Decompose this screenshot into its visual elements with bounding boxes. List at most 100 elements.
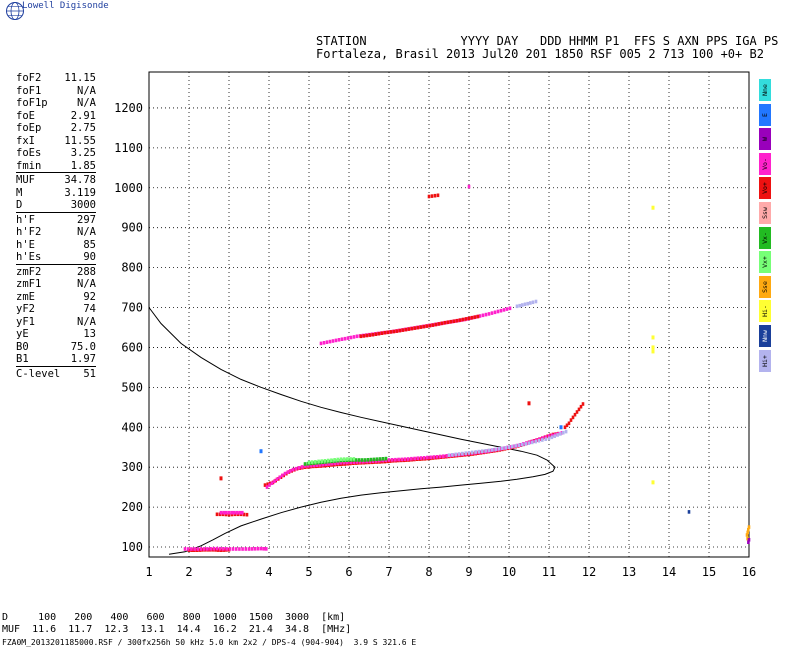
param-value: N/A [77, 226, 96, 238]
polarization-legend: Nne E W Vo- Vo+ Ssw Vx- Vx+ Sse Hi- Nnw Hi+ [759, 79, 771, 374]
param-name: h'Es [16, 251, 42, 263]
echo-point [327, 462, 331, 466]
param-row: yF1 N/A [16, 316, 96, 329]
echo-point [374, 332, 378, 336]
echo-point [534, 439, 537, 444]
echo-point [575, 410, 579, 414]
echo-point [438, 454, 442, 459]
legend-swatch: Vx+ [759, 251, 771, 274]
echo-point [512, 444, 516, 449]
echo-point [375, 457, 379, 461]
echo-point [478, 314, 482, 318]
echo-point [437, 322, 441, 326]
echo-point [321, 462, 325, 467]
param-name: foF1p [16, 97, 48, 109]
echo-point [206, 547, 209, 551]
echo-point [687, 510, 691, 514]
param-row: zmF2 288 [16, 266, 96, 279]
echo-point [651, 335, 655, 340]
echo-point [331, 339, 335, 343]
param-name: h'F [16, 213, 35, 226]
legend-swatch: Nnw [759, 324, 771, 347]
param-name: M [16, 186, 23, 199]
echo-point [354, 458, 358, 462]
legend-swatch: Nne [759, 79, 771, 101]
echo-point [238, 510, 241, 515]
x-tick-label: 3 [225, 565, 232, 579]
echo-point [323, 459, 327, 463]
param-value: 288 [77, 265, 96, 278]
echo-point [259, 449, 263, 454]
echo-point [312, 463, 316, 468]
echo-point [270, 481, 274, 485]
param-row: fxI 11.55 [16, 135, 96, 148]
param-row: h'E 85 [16, 239, 96, 252]
legend-label: Vo+ [761, 182, 769, 195]
param-name: fxI [16, 134, 35, 147]
echo-point [651, 345, 655, 350]
echo-point [410, 456, 413, 461]
echo-point [419, 456, 423, 460]
echo-point [524, 442, 527, 446]
legend-label: W [761, 137, 769, 142]
echo-point [238, 547, 241, 551]
param-value: 297 [77, 213, 96, 226]
echo-point [342, 460, 346, 465]
echo-point [381, 457, 385, 461]
y-tick-label: 600 [121, 340, 143, 354]
echo-point [556, 433, 559, 437]
echo-point [355, 460, 359, 464]
echo-point [511, 444, 514, 449]
param-name: foF1 [16, 84, 42, 97]
y-tick-label: 100 [121, 540, 143, 554]
param-value: 74 [83, 303, 96, 315]
param-separator [16, 172, 96, 173]
x-tick-label: 9 [465, 565, 472, 579]
echo-point [291, 467, 295, 472]
x-tick-label: 1 [145, 565, 152, 579]
echo-point [339, 461, 343, 465]
x-tick-label: 15 [702, 565, 716, 579]
echo-point [383, 330, 387, 335]
echo-point [342, 457, 346, 461]
echo-point [501, 446, 504, 451]
echo-point [406, 457, 410, 461]
echo-point [747, 525, 751, 529]
echo-point [446, 320, 450, 324]
logo-text: Lowell Digisonde [22, 1, 109, 11]
legend-label: Sse [761, 280, 769, 293]
echo-point [315, 461, 319, 465]
param-value: 90 [83, 251, 96, 263]
legend-label: Hi+ [761, 354, 769, 367]
echo-point [259, 546, 263, 551]
y-tick-label: 300 [121, 460, 143, 474]
echo-point [215, 546, 219, 551]
echo-point [369, 457, 373, 462]
globe-icon [6, 2, 24, 20]
param-value: N/A [77, 97, 96, 109]
echo-point [746, 536, 749, 541]
echo-point [559, 425, 563, 430]
param-row: foEs 3.25 [16, 147, 96, 160]
echo-point [314, 460, 317, 464]
echo-point [464, 451, 467, 455]
param-row: foE 2.91 [16, 110, 96, 123]
echo-point [413, 326, 417, 330]
param-row: zmF1 N/A [16, 278, 96, 291]
echo-point [322, 341, 326, 345]
param-name: foE [16, 109, 35, 122]
legend-swatch: Vo- [759, 152, 771, 175]
echo-point [312, 461, 316, 465]
param-row: D 3000 [16, 199, 96, 212]
echo-point [362, 459, 365, 464]
echo-point [336, 461, 340, 465]
param-name: foEp [16, 122, 42, 134]
echo-point [339, 457, 343, 461]
x-tick-label: 13 [622, 565, 636, 579]
echo-point [349, 335, 353, 340]
echo-point [199, 547, 203, 551]
echo-point [355, 334, 359, 339]
echo-point [567, 421, 571, 426]
echo-point [362, 334, 366, 338]
y-tick-label: 1100 [114, 141, 143, 155]
